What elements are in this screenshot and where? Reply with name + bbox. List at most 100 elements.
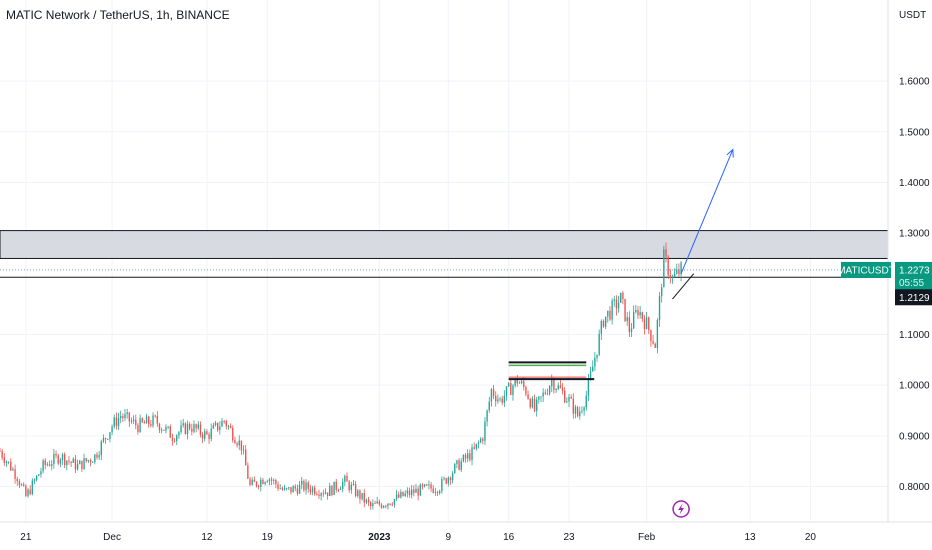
candle-body [76, 464, 79, 470]
price-tick-label: 1.0000 [899, 381, 930, 392]
candle-body [389, 503, 391, 505]
candle-body [563, 390, 566, 403]
candle-body [374, 503, 376, 505]
candle-body [249, 478, 251, 485]
candle-body [122, 416, 124, 419]
candle-body [5, 461, 8, 463]
candle-body [527, 394, 529, 399]
candle-body [423, 484, 426, 487]
candle-body [193, 424, 195, 432]
resistance-zone [0, 230, 889, 278]
candle-body [676, 269, 678, 274]
candle-body [119, 416, 122, 419]
candle-body [523, 381, 525, 388]
candle-body [0, 451, 1, 452]
candle-body [113, 417, 115, 427]
candle-body [456, 460, 458, 465]
candle-body [262, 479, 264, 485]
candle-body [307, 482, 309, 489]
chart-drawings [508, 148, 734, 381]
candle-body [115, 417, 118, 427]
candle-body [654, 343, 656, 348]
candle-body [10, 461, 12, 471]
candle-body [400, 491, 402, 498]
candle-body [441, 479, 443, 492]
candle-body [426, 484, 428, 486]
symbol-badge [841, 261, 891, 278]
candle-body [1, 451, 3, 458]
candle-body [232, 427, 234, 441]
candle-body [126, 412, 128, 415]
candle-body [529, 398, 531, 408]
candle-body [658, 296, 661, 321]
candle-body [583, 407, 585, 411]
candle-body [624, 298, 626, 322]
candle-body [91, 462, 94, 463]
candle-body [199, 424, 202, 435]
candle-body [313, 487, 316, 494]
candle-body [160, 429, 163, 431]
candle-body [87, 460, 90, 462]
time-axis[interactable]: 21 Dec 12 19 2023 9 16 23 Feb 13 20 [0, 521, 932, 543]
candle-body [281, 488, 284, 490]
current-price-badge [895, 261, 932, 290]
candle-body [206, 431, 208, 435]
candle-body [311, 487, 314, 493]
price-axis[interactable]: USDT 1.6000 1.5000 1.4000 1.3000 1.1000 1.0000… [887, 0, 930, 522]
candle-body [25, 485, 27, 497]
candle-body [182, 423, 184, 426]
candle-body [566, 401, 568, 403]
candle-body [477, 442, 480, 444]
candle-body [447, 477, 450, 484]
candle-body [124, 414, 126, 419]
candle-body [613, 299, 615, 301]
candle-body [48, 464, 51, 466]
candle-body [546, 393, 549, 395]
candle-body [318, 494, 320, 496]
candle-body [469, 453, 471, 461]
candle-body [264, 482, 266, 485]
candle-body [501, 398, 503, 403]
candle-body [611, 300, 613, 320]
candle-body [357, 490, 359, 496]
candle-body [598, 333, 600, 355]
candle-body [98, 455, 100, 458]
candle-body [464, 455, 467, 459]
candle-body [294, 486, 296, 489]
time-tick-label: 2023 [368, 532, 391, 543]
candle-body [391, 504, 393, 506]
candle-body [665, 249, 667, 257]
candle-body [223, 420, 225, 422]
candle-body [100, 441, 103, 456]
candle-body [27, 489, 29, 497]
candle-body [382, 505, 385, 508]
candle-body [322, 493, 325, 495]
candle-body [268, 479, 271, 482]
candle-body [148, 416, 150, 425]
candle-body [242, 449, 245, 451]
candle-body [395, 494, 398, 500]
candle-body [83, 458, 85, 470]
candle-body [669, 275, 672, 279]
candle-body [438, 491, 441, 493]
candle-body [421, 484, 424, 487]
candle-body [102, 437, 105, 442]
candle-body [33, 480, 36, 481]
candle-body [507, 383, 510, 387]
candle-body [372, 503, 374, 507]
candle-body [484, 421, 486, 441]
candle-body [581, 410, 583, 412]
candle-body [443, 478, 445, 480]
candle-body [171, 437, 174, 441]
candle-body [645, 317, 648, 329]
candle-body [68, 460, 70, 462]
candle-body [339, 488, 342, 490]
candle-body [225, 421, 228, 427]
event-marker[interactable] [672, 500, 690, 518]
candle-body [72, 458, 74, 463]
candle-body [408, 490, 411, 496]
candle-body [139, 418, 141, 432]
candle-body [298, 484, 301, 494]
chart-grid [0, 0, 888, 522]
